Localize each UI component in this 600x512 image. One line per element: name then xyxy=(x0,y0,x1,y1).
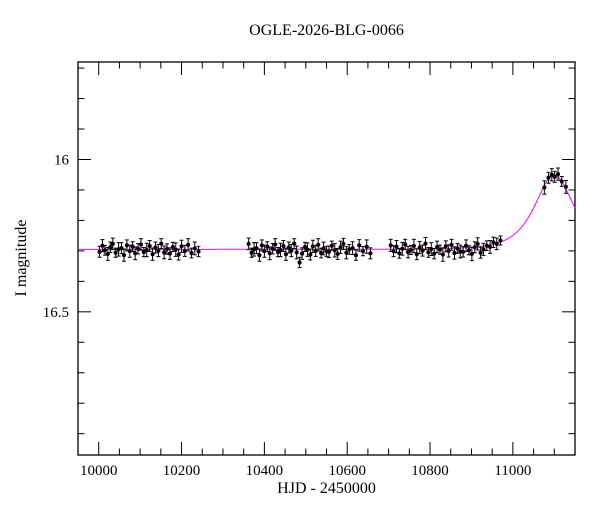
x-axis-label: HJD - 2450000 xyxy=(277,480,376,497)
svg-text:10200: 10200 xyxy=(163,463,201,479)
svg-text:11000: 11000 xyxy=(494,463,531,479)
svg-text:10400: 10400 xyxy=(246,463,284,479)
svg-text:10800: 10800 xyxy=(411,463,449,479)
svg-text:16: 16 xyxy=(54,152,70,168)
svg-text:10000: 10000 xyxy=(80,463,118,479)
chart-title: OGLE-2026-BLG-0066 xyxy=(249,22,404,39)
svg-text:16.5: 16.5 xyxy=(43,305,69,321)
svg-text:10600: 10600 xyxy=(328,463,366,479)
